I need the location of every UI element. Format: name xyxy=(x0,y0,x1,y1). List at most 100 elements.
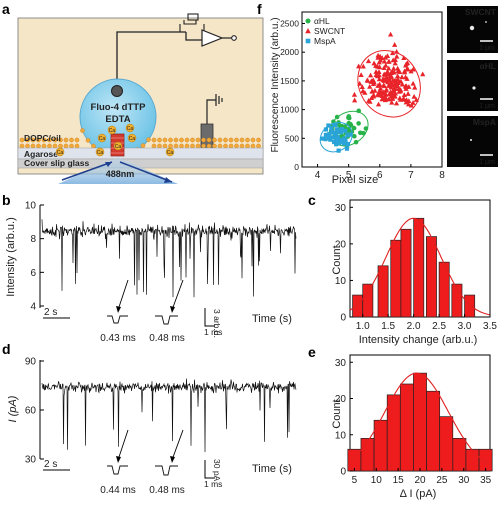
gaussian-fit-line xyxy=(349,217,491,316)
scatter-point-swcnt xyxy=(365,58,372,64)
panel-d-trace: d 30 60 90 I (pA) 2 s 0.44 ms 0.48 ms 30 p… xyxy=(2,341,297,496)
scatter-point-mspa xyxy=(342,136,347,141)
scatter-point-swcnt xyxy=(386,65,392,71)
lipid-head xyxy=(239,143,245,149)
legend-marker-swcnt xyxy=(305,28,311,34)
y-tick-label: 30 xyxy=(335,203,347,214)
y-tick-label: 20 xyxy=(335,239,347,250)
calcium-ion-label: Ca xyxy=(97,150,104,156)
scatter-point-mspa xyxy=(323,137,328,142)
arrow-out-icon xyxy=(164,177,172,183)
scatter-point-swcnt xyxy=(373,69,379,74)
x-tick-label: 5 xyxy=(352,475,358,486)
scatter-point-swcnt xyxy=(351,91,358,97)
scatter-point-mspa xyxy=(320,136,325,141)
scatter-point-swcnt xyxy=(389,99,395,105)
arrow-b2-icon xyxy=(170,306,175,313)
panel-label-d: d xyxy=(2,341,11,357)
lipid-head xyxy=(195,137,201,143)
scatter-point-swcnt xyxy=(382,77,388,83)
scatter-point-mspa xyxy=(341,139,347,144)
ground-icon xyxy=(215,94,223,106)
lipid-head xyxy=(212,137,217,143)
lipid-head xyxy=(173,143,179,149)
scale-bar-label: 1 μm xyxy=(479,159,495,166)
scatter-point-swcnt xyxy=(392,60,398,66)
legend-label: MspA xyxy=(314,36,336,46)
panel-label-b: b xyxy=(2,192,11,208)
amplifier-icon xyxy=(201,29,224,47)
y-tick-label: 8 xyxy=(30,234,36,245)
micrograph-label: SWCNT xyxy=(465,7,497,17)
lipid-head xyxy=(19,143,25,149)
scatter-point-mspa xyxy=(347,132,352,137)
scatter-point-swcnt xyxy=(395,73,401,79)
calcium-ion-icon xyxy=(165,147,175,157)
y-tick-label: 0 xyxy=(340,313,346,324)
event-b2-dwell: 0.48 ms xyxy=(149,333,185,344)
histogram-bar xyxy=(426,236,437,318)
scatter-point-swcnt xyxy=(404,76,410,81)
scatter-point-mspa xyxy=(329,126,334,131)
scatter-point-swcnt xyxy=(403,62,409,68)
y-tick-label: 2000 xyxy=(280,47,299,57)
calcium-ion-label: Ca xyxy=(127,126,134,132)
panel-label-f: f xyxy=(257,1,262,17)
scatter-point-ahl xyxy=(346,114,352,119)
fluorescent-spot xyxy=(470,139,472,141)
lipid-head xyxy=(58,143,63,149)
scatter-point-swcnt xyxy=(390,57,396,63)
micrograph-label: αHL xyxy=(479,61,496,71)
xlabel-f: Pixel size xyxy=(332,174,378,186)
lipid-head xyxy=(201,143,206,149)
scatter-point-swcnt xyxy=(384,53,391,59)
ylabel-f: Fluorescence Intensity (arb.u.) xyxy=(270,17,281,152)
scatter-point-swcnt xyxy=(393,100,400,106)
scatter-point-swcnt xyxy=(379,96,385,102)
y-tick-label: 10 xyxy=(335,430,347,441)
lipid-head xyxy=(256,143,261,149)
glass-label: Cover slip glass xyxy=(24,158,89,168)
panel-b-trace: b 4 6 8 10 Intensity (arb.u.) 2 s 0.43 ms 0… xyxy=(2,192,297,344)
scalebar-b-y-label: 3 arb.u. xyxy=(212,309,222,338)
scatter-point-mspa xyxy=(328,137,333,142)
lipid-head xyxy=(168,137,173,143)
histogram-bar xyxy=(465,448,480,472)
lipid-head xyxy=(47,143,52,149)
x-tick-label: 4 xyxy=(315,170,321,181)
y-tick-label: 6 xyxy=(30,268,36,279)
lipid-head xyxy=(80,128,85,133)
scatter-point-swcnt xyxy=(388,74,394,80)
event-b1-zoom xyxy=(107,315,128,324)
lipid-head xyxy=(256,137,261,143)
scatter-point-swcnt xyxy=(369,88,375,94)
calcium-ion-icon xyxy=(107,125,117,135)
scatter-point-swcnt xyxy=(383,74,389,80)
histogram-bar xyxy=(377,265,389,318)
legend-label: SWCNT xyxy=(314,26,345,36)
lipid-head xyxy=(41,137,47,143)
histogram-bar xyxy=(478,448,493,472)
scatter-point-mspa xyxy=(337,129,342,134)
scalebar-b-x-label: 1 ms xyxy=(204,327,222,337)
event-b2-zoom xyxy=(155,315,178,325)
droplet-label-2: EDTA xyxy=(105,114,130,125)
fluorescent-spot xyxy=(485,21,487,23)
calcium-ion-label: Ca xyxy=(57,150,64,156)
scatter-point-swcnt xyxy=(410,80,416,86)
x-tick-label: 1.0 xyxy=(356,321,370,332)
lipid-head xyxy=(217,137,223,143)
arrow-d1-icon xyxy=(116,456,121,463)
scatter-point-swcnt xyxy=(358,72,364,78)
scatter-point-swcnt xyxy=(395,80,401,85)
lipid-head xyxy=(91,143,96,149)
scatter-point-swcnt xyxy=(406,98,412,103)
x-tick-label: 7 xyxy=(408,170,414,181)
scatter-point-swcnt xyxy=(362,90,368,95)
histogram-bar xyxy=(452,438,467,472)
micrograph-image xyxy=(447,116,498,167)
micrograph-image xyxy=(447,60,498,111)
histogram-bar xyxy=(438,261,450,318)
